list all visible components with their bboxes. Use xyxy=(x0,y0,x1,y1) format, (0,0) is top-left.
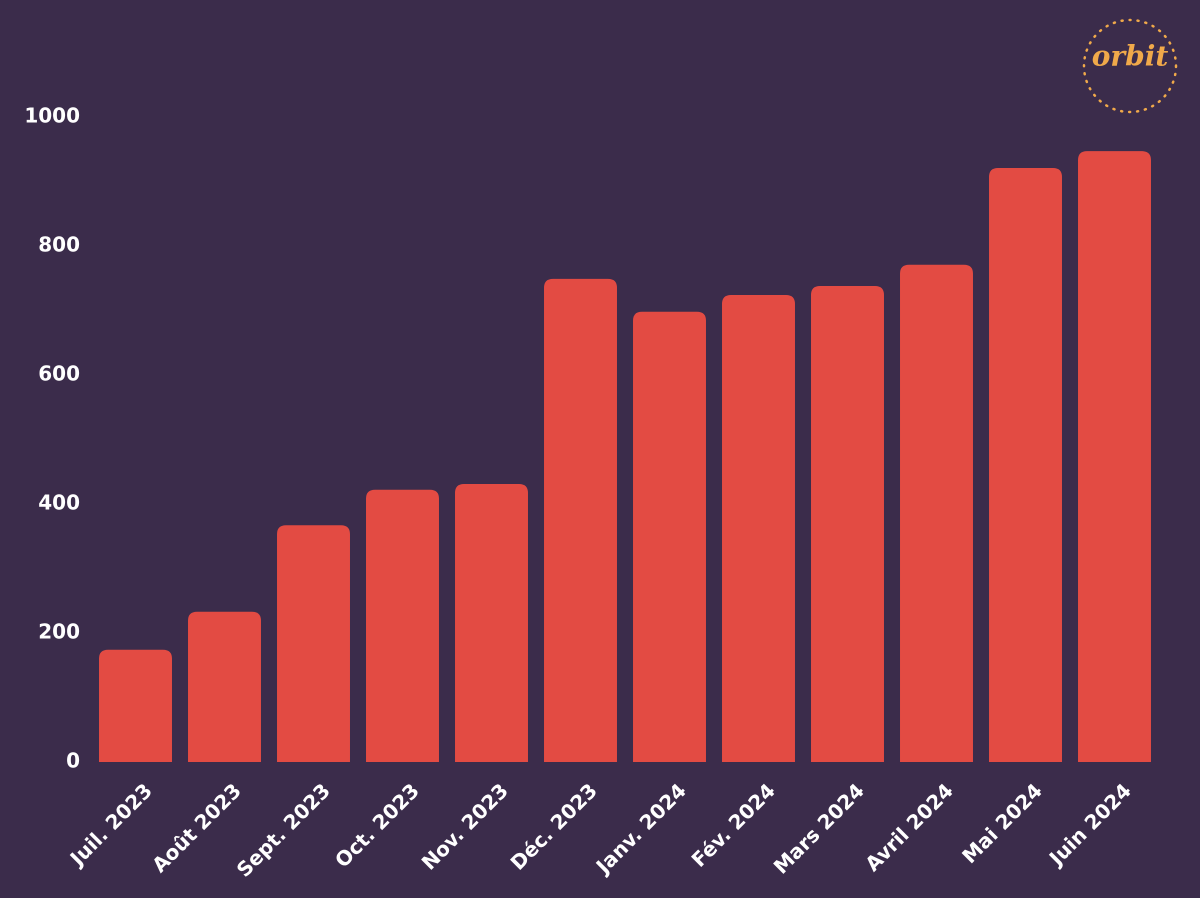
bar xyxy=(900,264,973,762)
bar xyxy=(811,285,884,762)
logo: orbit xyxy=(1092,40,1169,73)
bar xyxy=(366,489,439,762)
bar xyxy=(722,295,795,762)
bar xyxy=(633,311,706,762)
logo-ring xyxy=(1082,18,1178,114)
y-tick-label: 800 xyxy=(38,233,80,257)
y-tick-label: 400 xyxy=(38,491,80,515)
bar xyxy=(188,611,261,762)
bar xyxy=(277,525,350,762)
y-tick-label: 1000 xyxy=(24,104,80,128)
bar xyxy=(1078,151,1151,762)
bar xyxy=(544,278,617,762)
y-tick-label: 600 xyxy=(38,362,80,386)
bar xyxy=(99,649,172,762)
y-tick-label: 200 xyxy=(38,620,80,644)
y-tick-label: 0 xyxy=(66,749,80,773)
bar xyxy=(989,167,1062,762)
bar xyxy=(455,484,528,762)
